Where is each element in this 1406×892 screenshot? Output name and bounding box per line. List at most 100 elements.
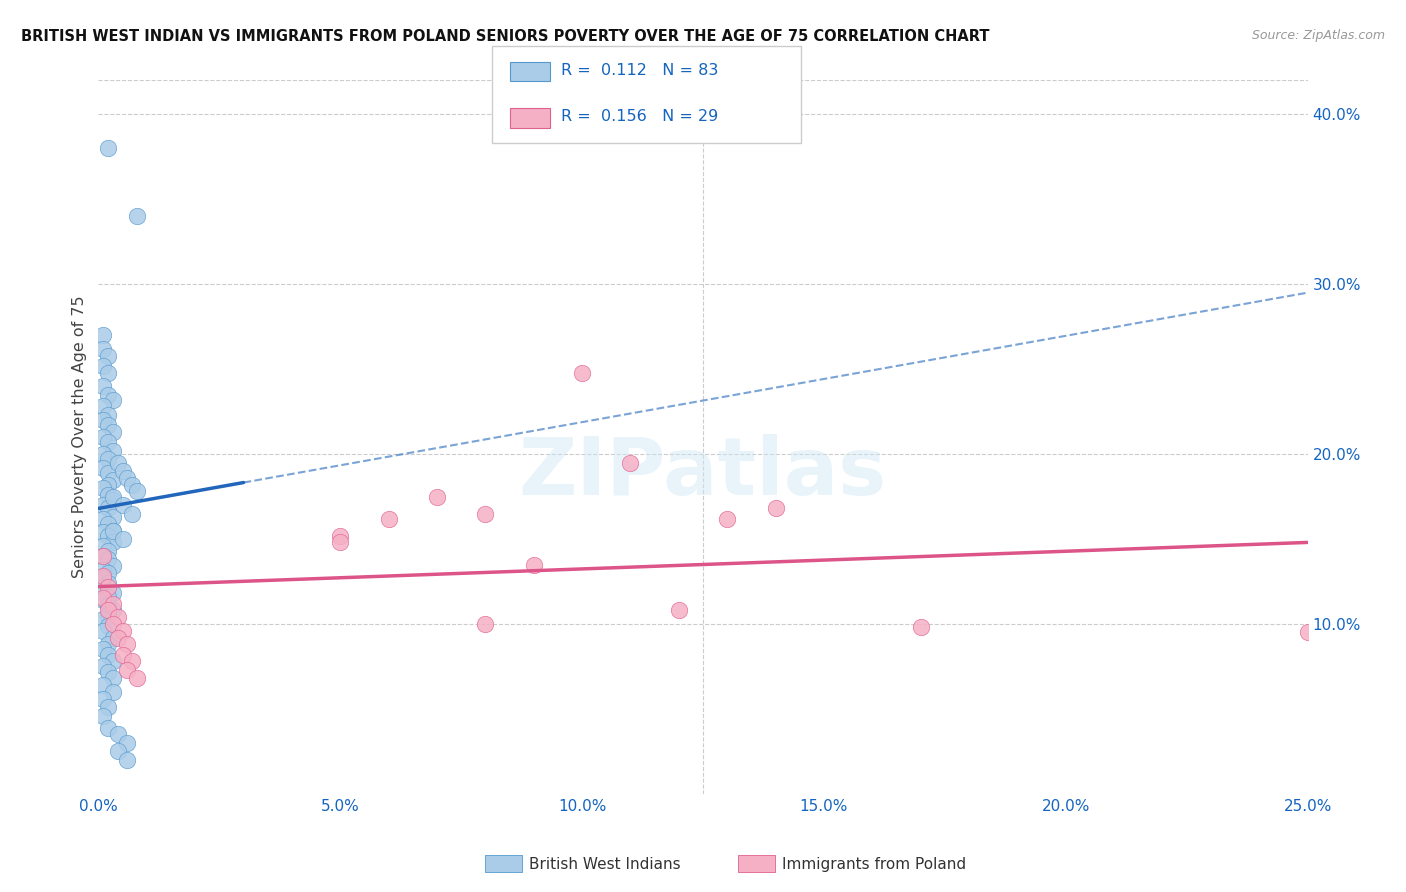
Point [91,379,114,393]
Point [117,471,139,485]
Point [97,477,120,491]
Point [91,498,114,512]
Point [97,618,120,632]
Point [765,501,787,516]
Point [91,400,114,414]
Y-axis label: Seniors Poverty Over the Age of 75: Seniors Poverty Over the Age of 75 [72,296,87,578]
Point [97,590,120,604]
Point [111,498,134,512]
Point [91,571,114,585]
Point [97,599,120,613]
Point [97,452,120,467]
Point [101,392,124,407]
Point [716,511,738,525]
Point [91,342,114,356]
Point [101,631,124,645]
Point [101,586,124,600]
Point [91,678,114,692]
Point [97,387,120,401]
Point [91,525,114,540]
Point [127,484,149,499]
Point [91,359,114,373]
Point [101,425,124,439]
Point [97,552,120,566]
Point [101,510,124,524]
Text: British West Indians: British West Indians [529,857,681,871]
Point [668,603,690,617]
Point [97,366,120,380]
Point [97,516,120,531]
Point [91,708,114,723]
Point [97,488,120,502]
Point [91,642,114,657]
Point [97,408,120,422]
Point [107,631,129,645]
Point [97,528,120,542]
Point [107,744,129,758]
Point [97,466,120,480]
Point [97,700,120,714]
Point [107,727,129,741]
Point [101,654,124,668]
Point [111,532,134,546]
Point [377,511,399,525]
Point [91,511,114,525]
Point [91,430,114,444]
Point [97,141,120,155]
Point [111,648,134,662]
Point [474,617,496,632]
Point [329,528,352,542]
Point [91,691,114,706]
Point [117,663,139,677]
Point [91,549,114,563]
Point [97,603,120,617]
Point [97,648,120,662]
Point [107,610,129,624]
Point [97,418,120,433]
Point [111,624,134,638]
Point [97,576,120,591]
Point [91,481,114,495]
Point [91,460,114,475]
Point [101,597,124,611]
Point [127,209,149,223]
Point [97,566,120,580]
Text: R =  0.156   N = 29: R = 0.156 N = 29 [561,110,718,124]
Point [97,608,120,623]
Text: R =  0.112   N = 83: R = 0.112 N = 83 [561,63,718,78]
Text: Source: ZipAtlas.com: Source: ZipAtlas.com [1251,29,1385,42]
Point [91,659,114,673]
Point [97,665,120,679]
Point [97,435,120,450]
Point [91,612,114,626]
Point [91,549,114,563]
Point [107,456,129,470]
Point [91,447,114,461]
Point [329,535,352,549]
Point [101,535,124,549]
Point [97,721,120,735]
Point [101,603,124,617]
Point [91,624,114,638]
Point [121,654,143,668]
Point [97,580,120,594]
Point [523,558,546,572]
Text: BRITISH WEST INDIAN VS IMMIGRANTS FROM POLAND SENIORS POVERTY OVER THE AGE OF 75: BRITISH WEST INDIAN VS IMMIGRANTS FROM P… [21,29,990,44]
Point [117,736,139,750]
Point [101,490,124,504]
Point [117,753,139,767]
Point [97,544,120,558]
Point [571,366,593,380]
Point [101,671,124,685]
Point [91,591,114,606]
Point [91,580,114,594]
Point [111,464,134,478]
Point [91,593,114,607]
Point [91,328,114,343]
Text: Immigrants from Poland: Immigrants from Poland [782,857,966,871]
Point [97,349,120,363]
Point [101,492,124,507]
Point [101,473,124,487]
Point [121,477,143,491]
Point [619,456,641,470]
